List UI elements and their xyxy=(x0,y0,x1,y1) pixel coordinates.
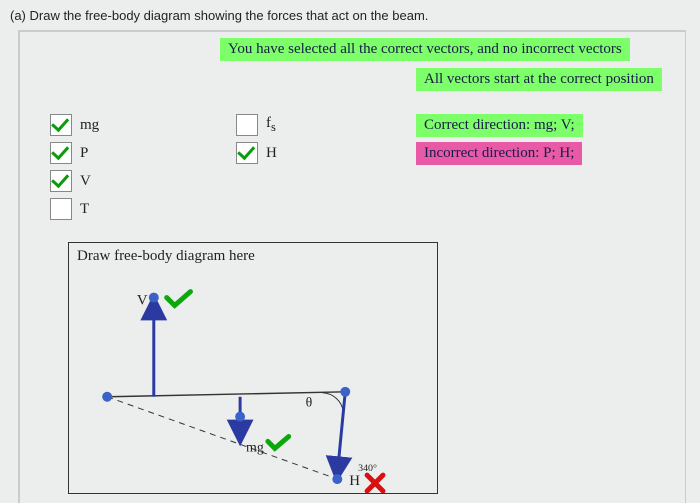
vector-label-mg: mg xyxy=(246,440,264,455)
checkbox-label: T xyxy=(80,201,89,218)
checkbox-label: mg xyxy=(80,117,99,134)
feedback-selected-correct: You have selected all the correct vector… xyxy=(220,38,630,61)
vector-node xyxy=(340,387,350,397)
checkbox-label: P xyxy=(80,145,88,162)
diagram-canvas[interactable]: Draw free-body diagram here θ V xyxy=(68,242,438,494)
free-body-diagram: θ V mg H 340° xyxy=(69,243,437,493)
checkbox-fs[interactable] xyxy=(236,114,258,136)
answer-panel: You have selected all the correct vector… xyxy=(18,30,686,503)
x-icon xyxy=(367,475,383,491)
vector-node xyxy=(332,474,342,484)
checkbox-v[interactable] xyxy=(50,170,72,192)
check-icon xyxy=(268,436,289,448)
checkbox-p[interactable] xyxy=(50,142,72,164)
checkbox-t[interactable] xyxy=(50,198,72,220)
question-prompt: (a) Draw the free-body diagram showing t… xyxy=(0,0,700,27)
checkbox-label: fs xyxy=(266,115,276,135)
angle-arc xyxy=(322,393,343,412)
feedback-correct-direction: Correct direction: mg; V; xyxy=(416,114,583,137)
feedback-incorrect-direction: Incorrect direction: P; H; xyxy=(416,142,582,165)
checkbox-column-left: mg P V T xyxy=(50,114,99,226)
vector-node xyxy=(102,392,112,402)
vector-label-v: V xyxy=(137,293,148,309)
checkbox-mg[interactable] xyxy=(50,114,72,136)
checkbox-label: V xyxy=(80,173,91,190)
check-icon xyxy=(167,292,191,306)
vector-label-h: H xyxy=(349,473,360,489)
feedback-position-correct: All vectors start at the correct positio… xyxy=(416,68,662,91)
vector-node xyxy=(235,412,245,422)
checkbox-label: H xyxy=(266,145,277,162)
theta-label: θ xyxy=(306,396,313,411)
checkbox-column-mid: fs H xyxy=(236,114,277,170)
beam-dashline xyxy=(107,397,337,479)
vector-node xyxy=(149,293,159,303)
checkbox-h[interactable] xyxy=(236,142,258,164)
angle-value-label: 340° xyxy=(358,463,377,474)
